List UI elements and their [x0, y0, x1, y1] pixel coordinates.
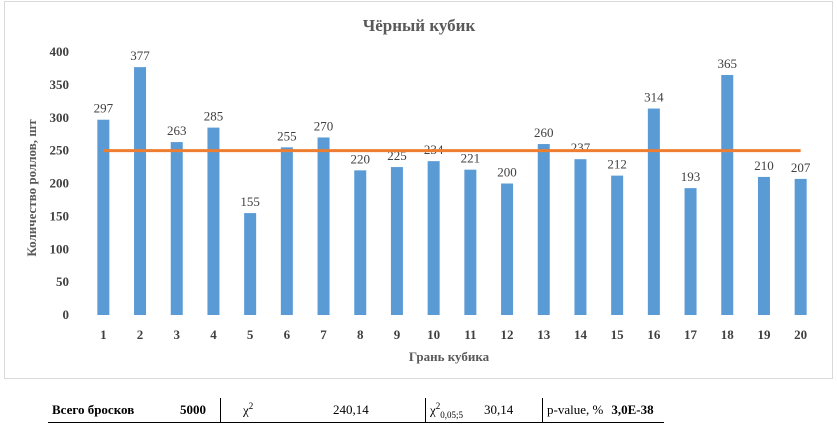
data-label: 193 [681, 169, 701, 184]
data-label: 207 [791, 160, 811, 175]
bar [574, 159, 587, 315]
bar [721, 75, 734, 315]
data-label: 221 [461, 151, 481, 166]
x-tick-label: 20 [794, 327, 807, 342]
bar [354, 170, 367, 315]
x-tick-label: 12 [501, 327, 514, 342]
bar [317, 137, 330, 315]
data-label: 200 [497, 165, 517, 180]
chi2crit-value: 30,14 [480, 398, 543, 423]
bar [611, 175, 624, 315]
data-label: 377 [130, 48, 150, 63]
stats-row: Всего бросков 5000 χ2 240,14 χ20,05;5 30… [48, 398, 664, 423]
bar [427, 161, 440, 315]
y-tick-label: 50 [56, 274, 69, 289]
bar [390, 167, 403, 315]
bar [280, 147, 293, 315]
bar [794, 178, 807, 315]
x-tick-label: 15 [611, 327, 625, 342]
bar [501, 183, 514, 315]
y-tick-label: 300 [50, 110, 70, 125]
x-tick-label: 17 [684, 327, 698, 342]
bar [170, 142, 183, 315]
bar [464, 169, 477, 315]
chi2-value: 240,14 [329, 398, 426, 423]
chi2crit-label: χ20,05;5 [425, 398, 480, 423]
data-label: 155 [240, 194, 260, 209]
x-tick-label: 9 [394, 327, 401, 342]
x-tick-label: 8 [357, 327, 364, 342]
x-tick-label: 7 [320, 327, 327, 342]
data-label: 237 [571, 140, 591, 155]
pvalue-value: 3,0E-38 [607, 398, 664, 423]
chi2-symbol: χ [243, 402, 249, 418]
chart-area: Чёрный кубик Количество роллов, шт Грань… [4, 1, 833, 379]
data-label: 212 [607, 157, 627, 172]
y-tick-label: 200 [50, 176, 70, 191]
data-label: 297 [94, 101, 114, 116]
x-tick-label: 18 [721, 327, 735, 342]
pvalue-label: p-value, % [542, 398, 608, 423]
bar [537, 144, 550, 315]
chi2crit-symbol: χ [430, 401, 436, 417]
x-tick-label: 1 [100, 327, 107, 342]
x-axis-title: Грань кубика [409, 349, 490, 364]
x-tick-label: 2 [137, 327, 144, 342]
bar [207, 127, 220, 315]
y-tick-label: 100 [50, 241, 70, 256]
bar [757, 176, 770, 315]
y-tick-label: 250 [50, 143, 70, 158]
x-tick-label: 4 [210, 327, 217, 342]
y-tick-label: 350 [50, 77, 70, 92]
bar [244, 213, 257, 315]
chi2crit-sup: 2 [435, 400, 441, 411]
x-tick-label: 14 [574, 327, 588, 342]
y-tick-label: 400 [50, 44, 70, 59]
x-tick-label: 13 [537, 327, 551, 342]
x-tick-label: 10 [427, 327, 440, 342]
data-label: 255 [277, 128, 297, 143]
x-tick-label: 5 [247, 327, 254, 342]
x-tick-label: 11 [464, 327, 476, 342]
chi2-sup: 2 [248, 401, 254, 412]
bar [684, 188, 697, 315]
data-label: 260 [534, 125, 554, 140]
chart-title: Чёрный кубик [363, 16, 476, 35]
chi2-label: χ2 [220, 398, 329, 423]
bar [134, 67, 147, 315]
data-label: 220 [351, 151, 371, 166]
bar [647, 108, 660, 315]
x-tick-label: 16 [647, 327, 661, 342]
chi2crit-sub: 0,05;5 [440, 409, 464, 420]
bar-chart: Чёрный кубик Количество роллов, шт Грань… [24, 16, 811, 364]
data-label: 210 [754, 158, 774, 173]
total-value: 5000 [176, 398, 221, 423]
x-tick-label: 6 [284, 327, 291, 342]
data-label: 263 [167, 123, 187, 138]
y-tick-label: 150 [50, 208, 70, 223]
y-axis-title: Количество роллов, шт [24, 119, 39, 257]
stats-table: Всего бросков 5000 χ2 240,14 χ20,05;5 30… [48, 398, 664, 423]
data-label: 314 [644, 90, 664, 105]
y-tick-label: 0 [63, 307, 70, 322]
data-label: 270 [314, 118, 334, 133]
bar [97, 119, 110, 315]
data-label: 285 [204, 109, 224, 124]
x-tick-label: 19 [757, 327, 771, 342]
x-tick-label: 3 [174, 327, 181, 342]
data-label: 365 [718, 56, 738, 71]
total-label: Всего бросков [48, 398, 176, 423]
